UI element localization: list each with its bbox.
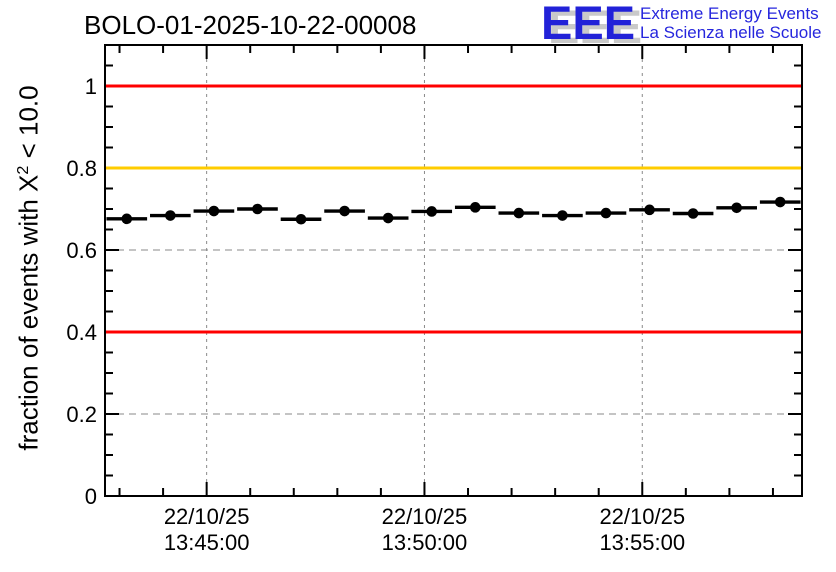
- data-point: [513, 207, 525, 219]
- y-tick-label: 1: [85, 74, 97, 99]
- x-tick-label-date: 22/10/25: [599, 504, 685, 529]
- y-tick-label: 0.2: [66, 402, 97, 427]
- eee-logo-line2: La Scienza nelle Scuole: [640, 23, 822, 42]
- plot-title: BOLO-01-2025-10-22-00008: [84, 10, 417, 40]
- y-tick-label: 0.8: [66, 156, 97, 181]
- y-axis-title-suffix: < 10.0: [13, 85, 44, 166]
- x-tick-label-time: 13:50:00: [382, 530, 468, 555]
- grid-layer: [105, 45, 802, 496]
- reference-lines-layer: [106, 84, 801, 334]
- x-tick-label-date: 22/10/25: [382, 504, 468, 529]
- data-point: [600, 207, 612, 219]
- data-point: [687, 208, 699, 219]
- data-point: [557, 210, 568, 221]
- tick-label-layer: 00.20.40.60.8122/10/2513:45:0022/10/2513…: [66, 74, 685, 555]
- data-layer: [106, 196, 801, 225]
- y-tick-label: 0.4: [66, 320, 97, 345]
- data-point: [339, 205, 350, 217]
- data-point: [644, 204, 655, 216]
- axis-layer: [104, 44, 803, 497]
- y-axis-title: fraction of events with X2 < 10.0: [14, 43, 46, 494]
- plot-frame: [104, 44, 803, 497]
- y-axis-title-superscript: 2: [13, 165, 32, 175]
- eee-logo-text: Extreme Energy Events La Scienza nelle S…: [640, 4, 821, 42]
- y-tick-label: 0: [85, 484, 97, 509]
- data-point: [731, 202, 742, 214]
- data-point: [252, 203, 263, 215]
- eee-logo-line1: Extreme Energy Events: [640, 4, 819, 23]
- y-axis-title-text: fraction of events with X: [13, 174, 44, 451]
- data-point: [469, 202, 481, 213]
- y-tick-label: 0.6: [66, 238, 97, 263]
- x-tick-label-time: 13:45:00: [164, 530, 250, 555]
- data-point: [426, 206, 438, 217]
- x-tick-label-date: 22/10/25: [164, 504, 250, 529]
- eee-logo-acronym: EEE: [541, 0, 636, 49]
- data-point: [121, 213, 133, 225]
- data-point: [382, 212, 394, 224]
- data-point: [295, 213, 307, 225]
- data-point: [208, 205, 220, 217]
- x-tick-label-time: 13:55:00: [599, 530, 685, 555]
- data-point: [165, 210, 176, 221]
- data-point: [774, 196, 786, 208]
